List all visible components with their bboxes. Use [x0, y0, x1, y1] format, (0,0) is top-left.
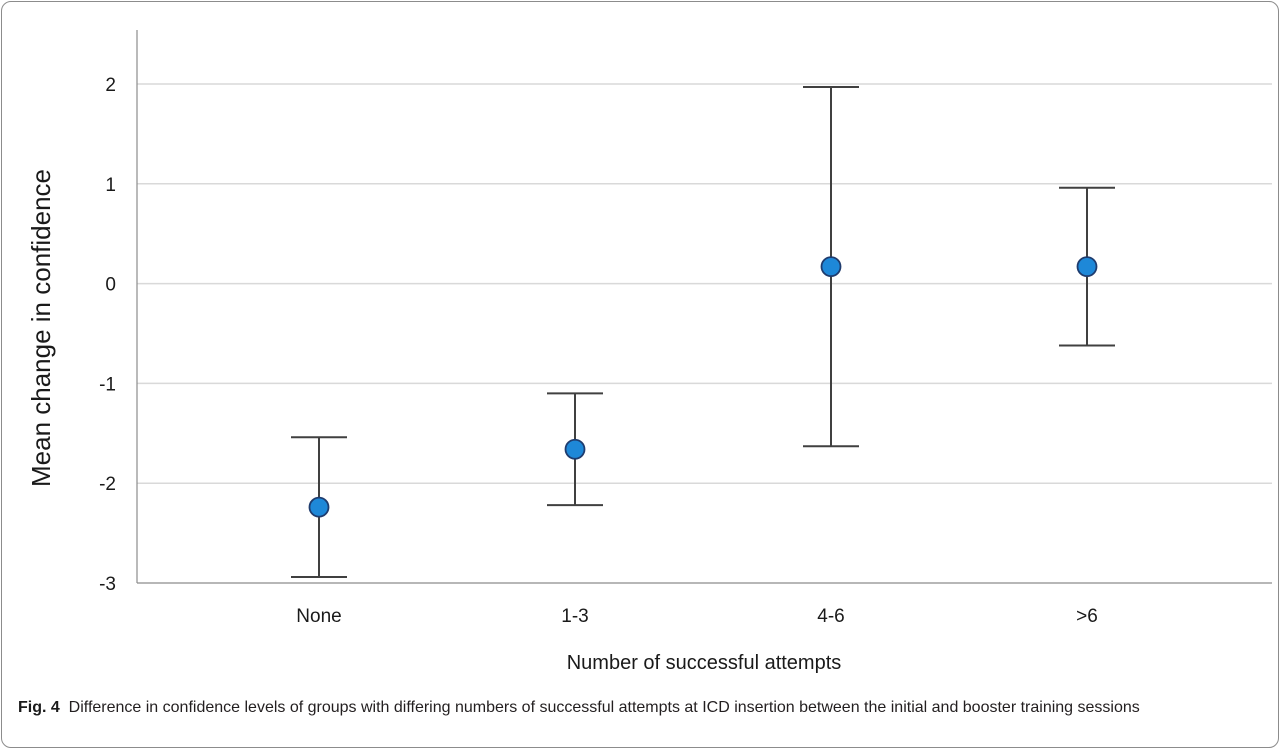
mean-point: [820, 256, 842, 278]
x-tick-labels: None 1-3 4-6 >6: [296, 606, 1098, 627]
figure-label: Fig. 4: [18, 699, 60, 716]
x-tick-label: >6: [1076, 606, 1098, 627]
y-tick-label: 1: [105, 175, 116, 196]
x-tick-label: 4-6: [817, 606, 844, 627]
figure-caption-text: Difference in confidence levels of group…: [68, 699, 1140, 716]
mean-point: [1076, 256, 1098, 278]
error-bars: [291, 85, 1115, 579]
x-tick-label: 1-3: [561, 606, 588, 627]
x-tick-label: None: [296, 606, 341, 627]
mean-points: [308, 256, 1098, 518]
figure-caption: Fig. 4 Difference in confidence levels o…: [18, 695, 1258, 721]
y-tick-label: -3: [99, 574, 116, 595]
mean-point: [308, 496, 330, 518]
y-tick-label: -1: [99, 374, 116, 395]
y-tick-labels: -3 -2 -1 0 1 2: [99, 75, 116, 595]
x-axis-label: Number of successful attempts: [567, 652, 842, 674]
error-bar-chart: -3 -2 -1 0 1 2 None 1-3 4-6 >6 Mean change in co…: [26, 30, 1272, 674]
gridlines: [137, 83, 1272, 484]
y-tick-label: -2: [99, 474, 116, 495]
y-tick-label: 2: [105, 75, 116, 96]
mean-point: [564, 438, 586, 460]
y-axis-label: Mean change in confidence: [26, 169, 56, 487]
y-tick-label: 0: [105, 275, 116, 296]
